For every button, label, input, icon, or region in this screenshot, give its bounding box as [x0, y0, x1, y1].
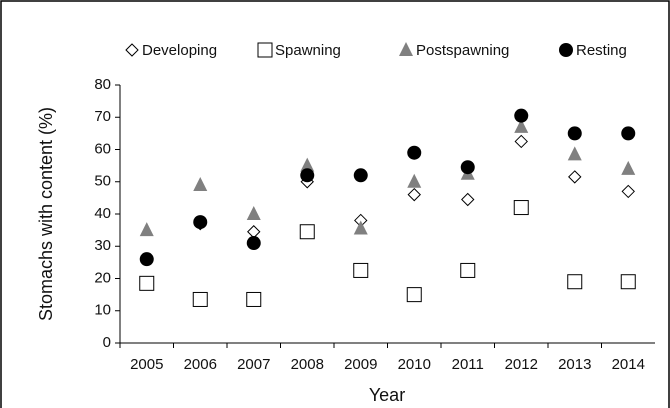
point [513, 200, 529, 216]
x-tick-label: 2011 [452, 356, 484, 373]
point [567, 146, 582, 161]
point [568, 170, 582, 184]
point [620, 274, 636, 290]
point [139, 222, 154, 237]
point [246, 291, 262, 307]
point [621, 184, 635, 199]
legend-label: Postspawning [416, 42, 509, 59]
x-tick-label: 2008 [291, 356, 324, 373]
x-tick-label: 2010 [398, 356, 431, 373]
y-tick-label: 30 [94, 237, 111, 254]
point [139, 275, 155, 291]
point [407, 145, 422, 160]
y-tick-label: 50 [94, 173, 111, 190]
point [461, 192, 475, 207]
point [246, 236, 261, 251]
point [567, 274, 583, 290]
x-tick-label: 2012 [505, 356, 538, 373]
point [621, 160, 636, 175]
y-tick-label: 0 [103, 334, 111, 351]
x-axis-label: Year [369, 385, 405, 405]
x-tick-label: 2009 [344, 356, 377, 373]
point [514, 134, 528, 149]
point [407, 173, 422, 188]
x-tick-label: 2014 [612, 356, 645, 373]
y-tick-label: 40 [94, 205, 111, 222]
y-tick-label: 60 [94, 140, 111, 157]
point [353, 262, 369, 278]
y-tick-label: 20 [94, 269, 111, 286]
y-tick-label: 70 [94, 108, 111, 125]
legend-marker [399, 42, 413, 56]
point [567, 126, 582, 141]
x-tick-label: 2006 [184, 356, 217, 373]
point [193, 215, 208, 230]
y-tick-label: 10 [94, 302, 111, 319]
point [621, 126, 636, 141]
legend-label: Spawning [275, 42, 341, 59]
point [192, 291, 208, 307]
point [514, 108, 529, 123]
x-tick-label: 2013 [558, 356, 591, 373]
point [407, 187, 421, 202]
legend-marker [559, 43, 573, 57]
point [353, 168, 368, 183]
legend-label: Resting [576, 42, 627, 59]
point [300, 157, 315, 172]
legend-marker [257, 42, 273, 58]
point [353, 220, 368, 235]
point [406, 287, 422, 303]
legend-marker [125, 43, 139, 57]
legend-label: Developing [142, 42, 217, 59]
point [299, 224, 315, 240]
point [460, 262, 476, 278]
y-axis-label: Stomachs with content (%) [36, 107, 56, 321]
point [514, 118, 529, 133]
x-tick-label: 2007 [237, 356, 270, 373]
point [139, 252, 154, 267]
point [193, 176, 208, 191]
x-tick-label: 2005 [130, 356, 163, 373]
point [246, 206, 261, 220]
point [300, 168, 315, 183]
y-tick-label: 80 [94, 76, 111, 93]
point [460, 160, 475, 175]
